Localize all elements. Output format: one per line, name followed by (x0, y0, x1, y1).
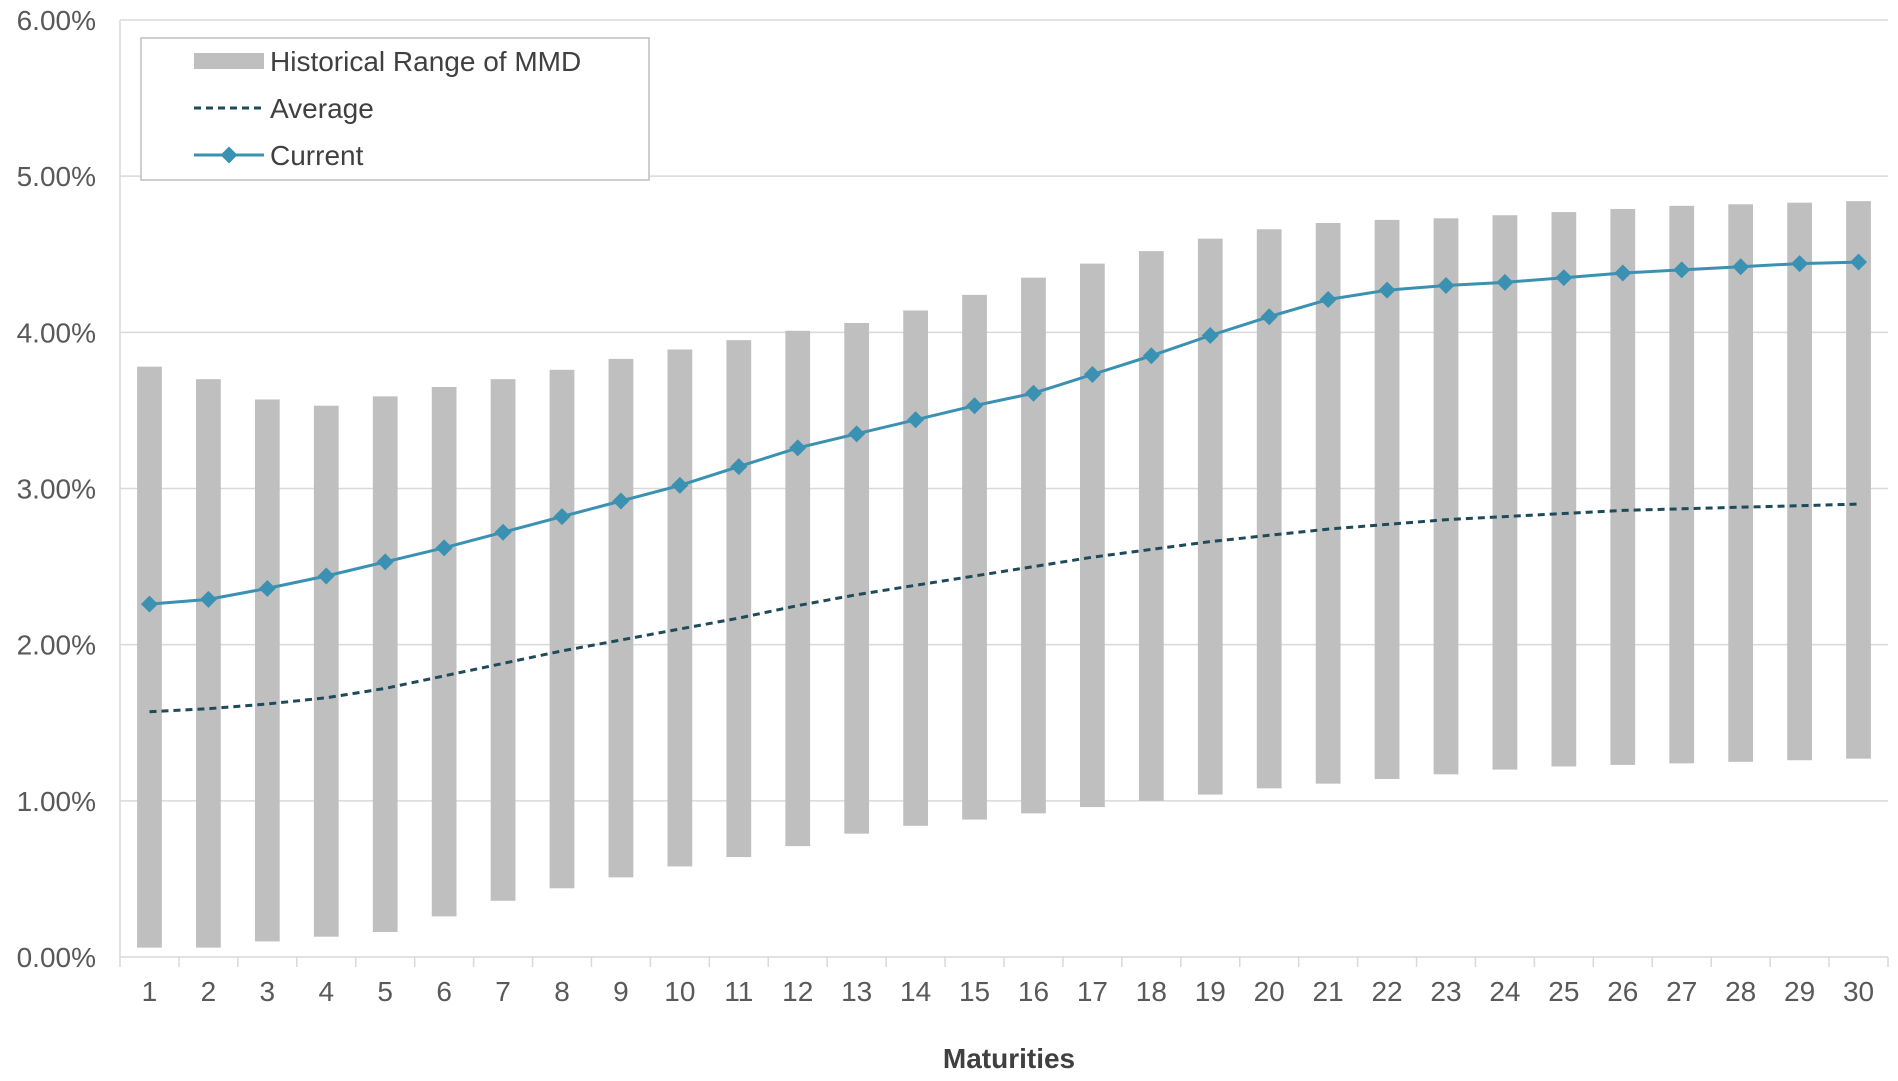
range-bar (1021, 277, 1046, 814)
current-point (848, 425, 866, 443)
x-tick-label: 20 (1254, 976, 1285, 1007)
x-tick-label: 11 (724, 976, 753, 1007)
x-tick-label: 16 (1018, 976, 1049, 1007)
x-tick-label: 4 (318, 976, 334, 1007)
range-bar (196, 379, 221, 948)
range-bar (1787, 202, 1812, 761)
x-tick-label: 30 (1843, 976, 1874, 1007)
current-point (199, 590, 217, 608)
current-point (907, 411, 925, 429)
y-tick-label: 4.00% (17, 317, 96, 348)
x-tick-label: 14 (900, 976, 931, 1007)
current-point (730, 458, 748, 476)
x-tick-label: 26 (1607, 976, 1638, 1007)
current-point (494, 523, 512, 541)
x-tick-label: 15 (959, 976, 990, 1007)
x-tick-label: 29 (1784, 976, 1815, 1007)
x-tick-label: 25 (1548, 976, 1579, 1007)
range-bar (549, 369, 575, 889)
range-bar (1197, 238, 1223, 795)
x-tick-label: 27 (1666, 976, 1697, 1007)
x-tick-label: 17 (1077, 976, 1108, 1007)
y-tick-label: 3.00% (17, 474, 96, 505)
range-bar (1315, 223, 1341, 784)
x-tick-label: 19 (1195, 976, 1226, 1007)
legend-label-average: Average (270, 93, 374, 124)
x-tick-label: 2 (201, 976, 217, 1007)
range-bar (962, 294, 987, 820)
current-point (612, 492, 630, 510)
x-tick-label: 7 (495, 976, 511, 1007)
range-bar (1433, 218, 1459, 775)
x-axis-title: Maturities (943, 1043, 1075, 1074)
x-tick-label: 3 (260, 976, 276, 1007)
x-tick-label: 6 (436, 976, 452, 1007)
range-bar (1610, 208, 1636, 765)
legend-label-current: Current (270, 140, 364, 171)
x-tick-label: 1 (142, 976, 158, 1007)
legend-swatch-range (194, 53, 264, 69)
x-tick-label: 8 (554, 976, 570, 1007)
range-bars (137, 201, 1871, 948)
range-bar (137, 366, 162, 948)
current-line (149, 260, 1859, 606)
current-point (671, 476, 689, 494)
range-bar (844, 322, 870, 834)
x-tick-label: 12 (782, 976, 813, 1007)
x-tick-label: 9 (613, 976, 629, 1007)
x-tick-label: 22 (1371, 976, 1402, 1007)
x-tick-label: 23 (1430, 976, 1461, 1007)
range-bar (431, 386, 457, 917)
range-bar (1728, 204, 1754, 762)
range-bar (785, 330, 811, 847)
x-tick-label: 24 (1489, 976, 1520, 1007)
y-tick-label: 0.00% (17, 942, 96, 973)
current-point (789, 439, 807, 457)
range-bar (1138, 251, 1164, 801)
range-bar (1669, 205, 1695, 764)
x-tick-label: 5 (377, 976, 393, 1007)
x-tick-label: 10 (664, 976, 695, 1007)
range-bar (667, 349, 693, 867)
range-bar (490, 379, 516, 901)
range-bar (313, 405, 339, 937)
x-tick-label: 21 (1313, 976, 1344, 1007)
range-bar (903, 310, 928, 826)
x-tick-label: 18 (1136, 976, 1167, 1007)
range-bar (372, 396, 398, 933)
range-bar (1080, 263, 1105, 808)
legend-swatch-current-marker (220, 146, 238, 164)
axes: 0.00%1.00%2.00%3.00%4.00%5.00%6.00%1 2 3 4 5… (17, 5, 1889, 1007)
average-series (149, 502, 1859, 714)
current-point (140, 595, 158, 613)
y-tick-label: 6.00% (17, 5, 96, 36)
current-point (553, 508, 571, 526)
x-tick-label: 13 (841, 976, 872, 1007)
current-point (258, 579, 276, 597)
legend: Historical Range of MMD Average Current (140, 37, 650, 181)
current-point (966, 397, 984, 415)
y-tick-label: 1.00% (17, 786, 96, 817)
y-tick-label: 2.00% (17, 630, 96, 661)
legend-label-range: Historical Range of MMD (270, 46, 581, 77)
range-bar (726, 340, 752, 858)
current-point (376, 553, 394, 571)
y-tick-label: 5.00% (17, 161, 96, 192)
range-bar (608, 358, 634, 878)
current-point (435, 539, 453, 557)
current-series (140, 253, 1868, 613)
range-bar (1846, 201, 1871, 759)
range-bar (1374, 219, 1400, 779)
range-bar (1551, 212, 1577, 767)
average-line (149, 502, 1859, 714)
current-point (317, 567, 335, 585)
range-bar (254, 399, 280, 942)
range-bar (1492, 215, 1518, 770)
x-tick-label: 28 (1725, 976, 1756, 1007)
